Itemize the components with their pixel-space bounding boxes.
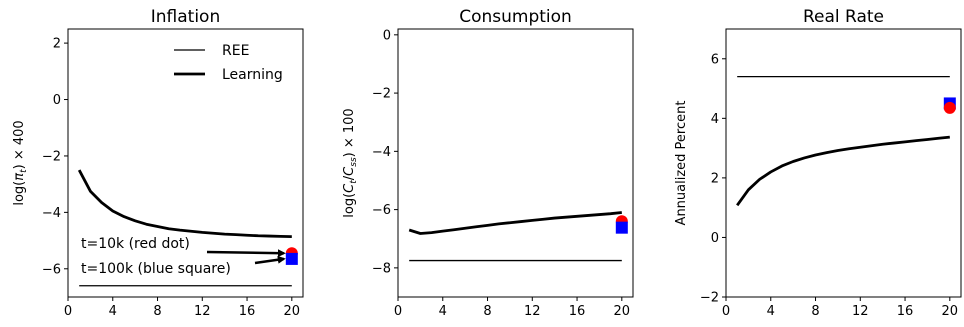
x-tick-label: 0 <box>722 304 730 319</box>
x-tick-label: 8 <box>811 304 819 319</box>
y-tick-label: 2 <box>711 171 719 186</box>
x-tick-label: 16 <box>897 304 914 319</box>
arrow-100k <box>254 255 286 265</box>
series-line-learning <box>408 211 622 235</box>
y-tick-label: 0 <box>711 231 719 246</box>
x-tick-label: 0 <box>394 304 402 319</box>
y-tick-label: −2 <box>372 87 391 102</box>
y-tick-label: 0 <box>383 28 391 43</box>
legend: REE Learning <box>174 43 283 83</box>
x-tick-label: 12 <box>194 304 211 319</box>
y-tick-label: 4 <box>711 112 719 127</box>
y-tick-label: −8 <box>372 261 391 276</box>
blue-square-marker <box>285 252 298 265</box>
y-axis-label: Annualized Percent <box>674 101 689 226</box>
series-line-learning <box>736 135 950 207</box>
axes-frame <box>67 28 304 298</box>
x-tick-label: 20 <box>284 304 301 319</box>
x-tick-label: 20 <box>614 304 631 319</box>
y-tick-label: −6 <box>42 262 61 277</box>
legend-label-ree: REE <box>222 43 249 59</box>
chart-panel-0: Inflation 0 4 8 12 16 20 −6 −4 −2 0 2 log(πt) × 400 R… <box>12 7 304 319</box>
y-tick-label: −4 <box>42 206 61 221</box>
axes-frame <box>397 28 634 298</box>
y-tick-label: −4 <box>372 145 391 160</box>
y-tick-label: −6 <box>372 203 391 218</box>
x-tick-label: 12 <box>524 304 541 319</box>
chart-title: Consumption <box>459 7 572 27</box>
chart-title: Inflation <box>151 7 220 27</box>
y-tick-label: 0 <box>53 93 61 108</box>
arrow-10k <box>206 249 286 258</box>
x-tick-label: 16 <box>569 304 586 319</box>
x-tick-label: 20 <box>942 304 959 319</box>
blue-square-marker <box>615 221 628 234</box>
y-tick-label: 6 <box>711 52 719 67</box>
y-tick-label: 2 <box>53 37 61 52</box>
x-tick-label: 4 <box>439 304 447 319</box>
axes-frame <box>725 28 962 298</box>
chart-panel-1: Consumption 0 4 8 12 16 20 −8 −6 −4 −2 0 log(Ct/Css)… <box>342 7 634 319</box>
series-line-learning <box>77 169 292 239</box>
x-tick-label: 12 <box>852 304 869 319</box>
x-tick-label: 4 <box>109 304 117 319</box>
chart-title: Real Rate <box>803 7 884 27</box>
legend-label-learning: Learning <box>222 67 283 83</box>
annotation-10k: t=10k (red dot) <box>81 236 190 252</box>
y-axis-label: log(πt) × 400 <box>12 120 29 205</box>
x-tick-label: 0 <box>64 304 72 319</box>
x-tick-label: 8 <box>483 304 491 319</box>
x-tick-label: 8 <box>153 304 161 319</box>
red-dot-marker <box>943 101 956 114</box>
y-tick-label: −2 <box>700 291 719 306</box>
x-tick-label: 4 <box>767 304 775 319</box>
y-axis-label: log(Ct/Css) × 100 <box>342 108 359 217</box>
annotation-100k: t=100k (blue square) <box>81 261 231 277</box>
y-tick-label: −2 <box>42 149 61 164</box>
x-tick-label: 16 <box>239 304 256 319</box>
